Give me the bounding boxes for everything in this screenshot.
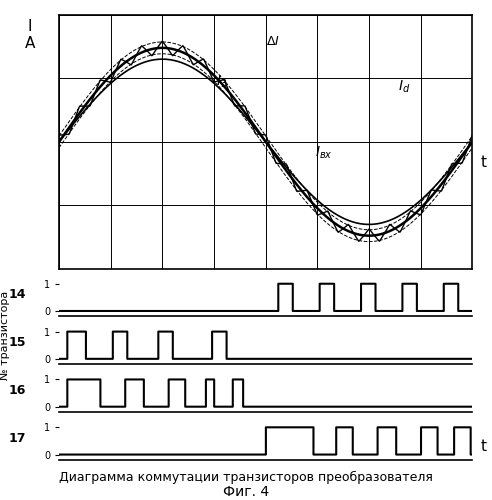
Text: 16: 16 (8, 384, 26, 397)
Text: Диаграмма коммутации транзисторов преобразователя: Диаграмма коммутации транзисторов преобр… (59, 471, 433, 484)
Text: 14: 14 (8, 288, 26, 301)
Text: 15: 15 (8, 336, 26, 349)
Text: t: t (481, 154, 487, 170)
Text: $\Delta I$: $\Delta I$ (266, 36, 279, 49)
Text: t: t (481, 440, 487, 454)
Text: № транзистора: № транзистора (0, 290, 10, 380)
Text: Фиг. 4: Фиг. 4 (223, 486, 269, 500)
Text: $I_{вх}$: $I_{вх}$ (315, 145, 333, 162)
Y-axis label: I
A: I A (25, 19, 35, 52)
Text: $I_3$: $I_3$ (216, 74, 228, 90)
Text: 17: 17 (8, 432, 26, 444)
Text: $I_d$: $I_d$ (398, 79, 410, 96)
